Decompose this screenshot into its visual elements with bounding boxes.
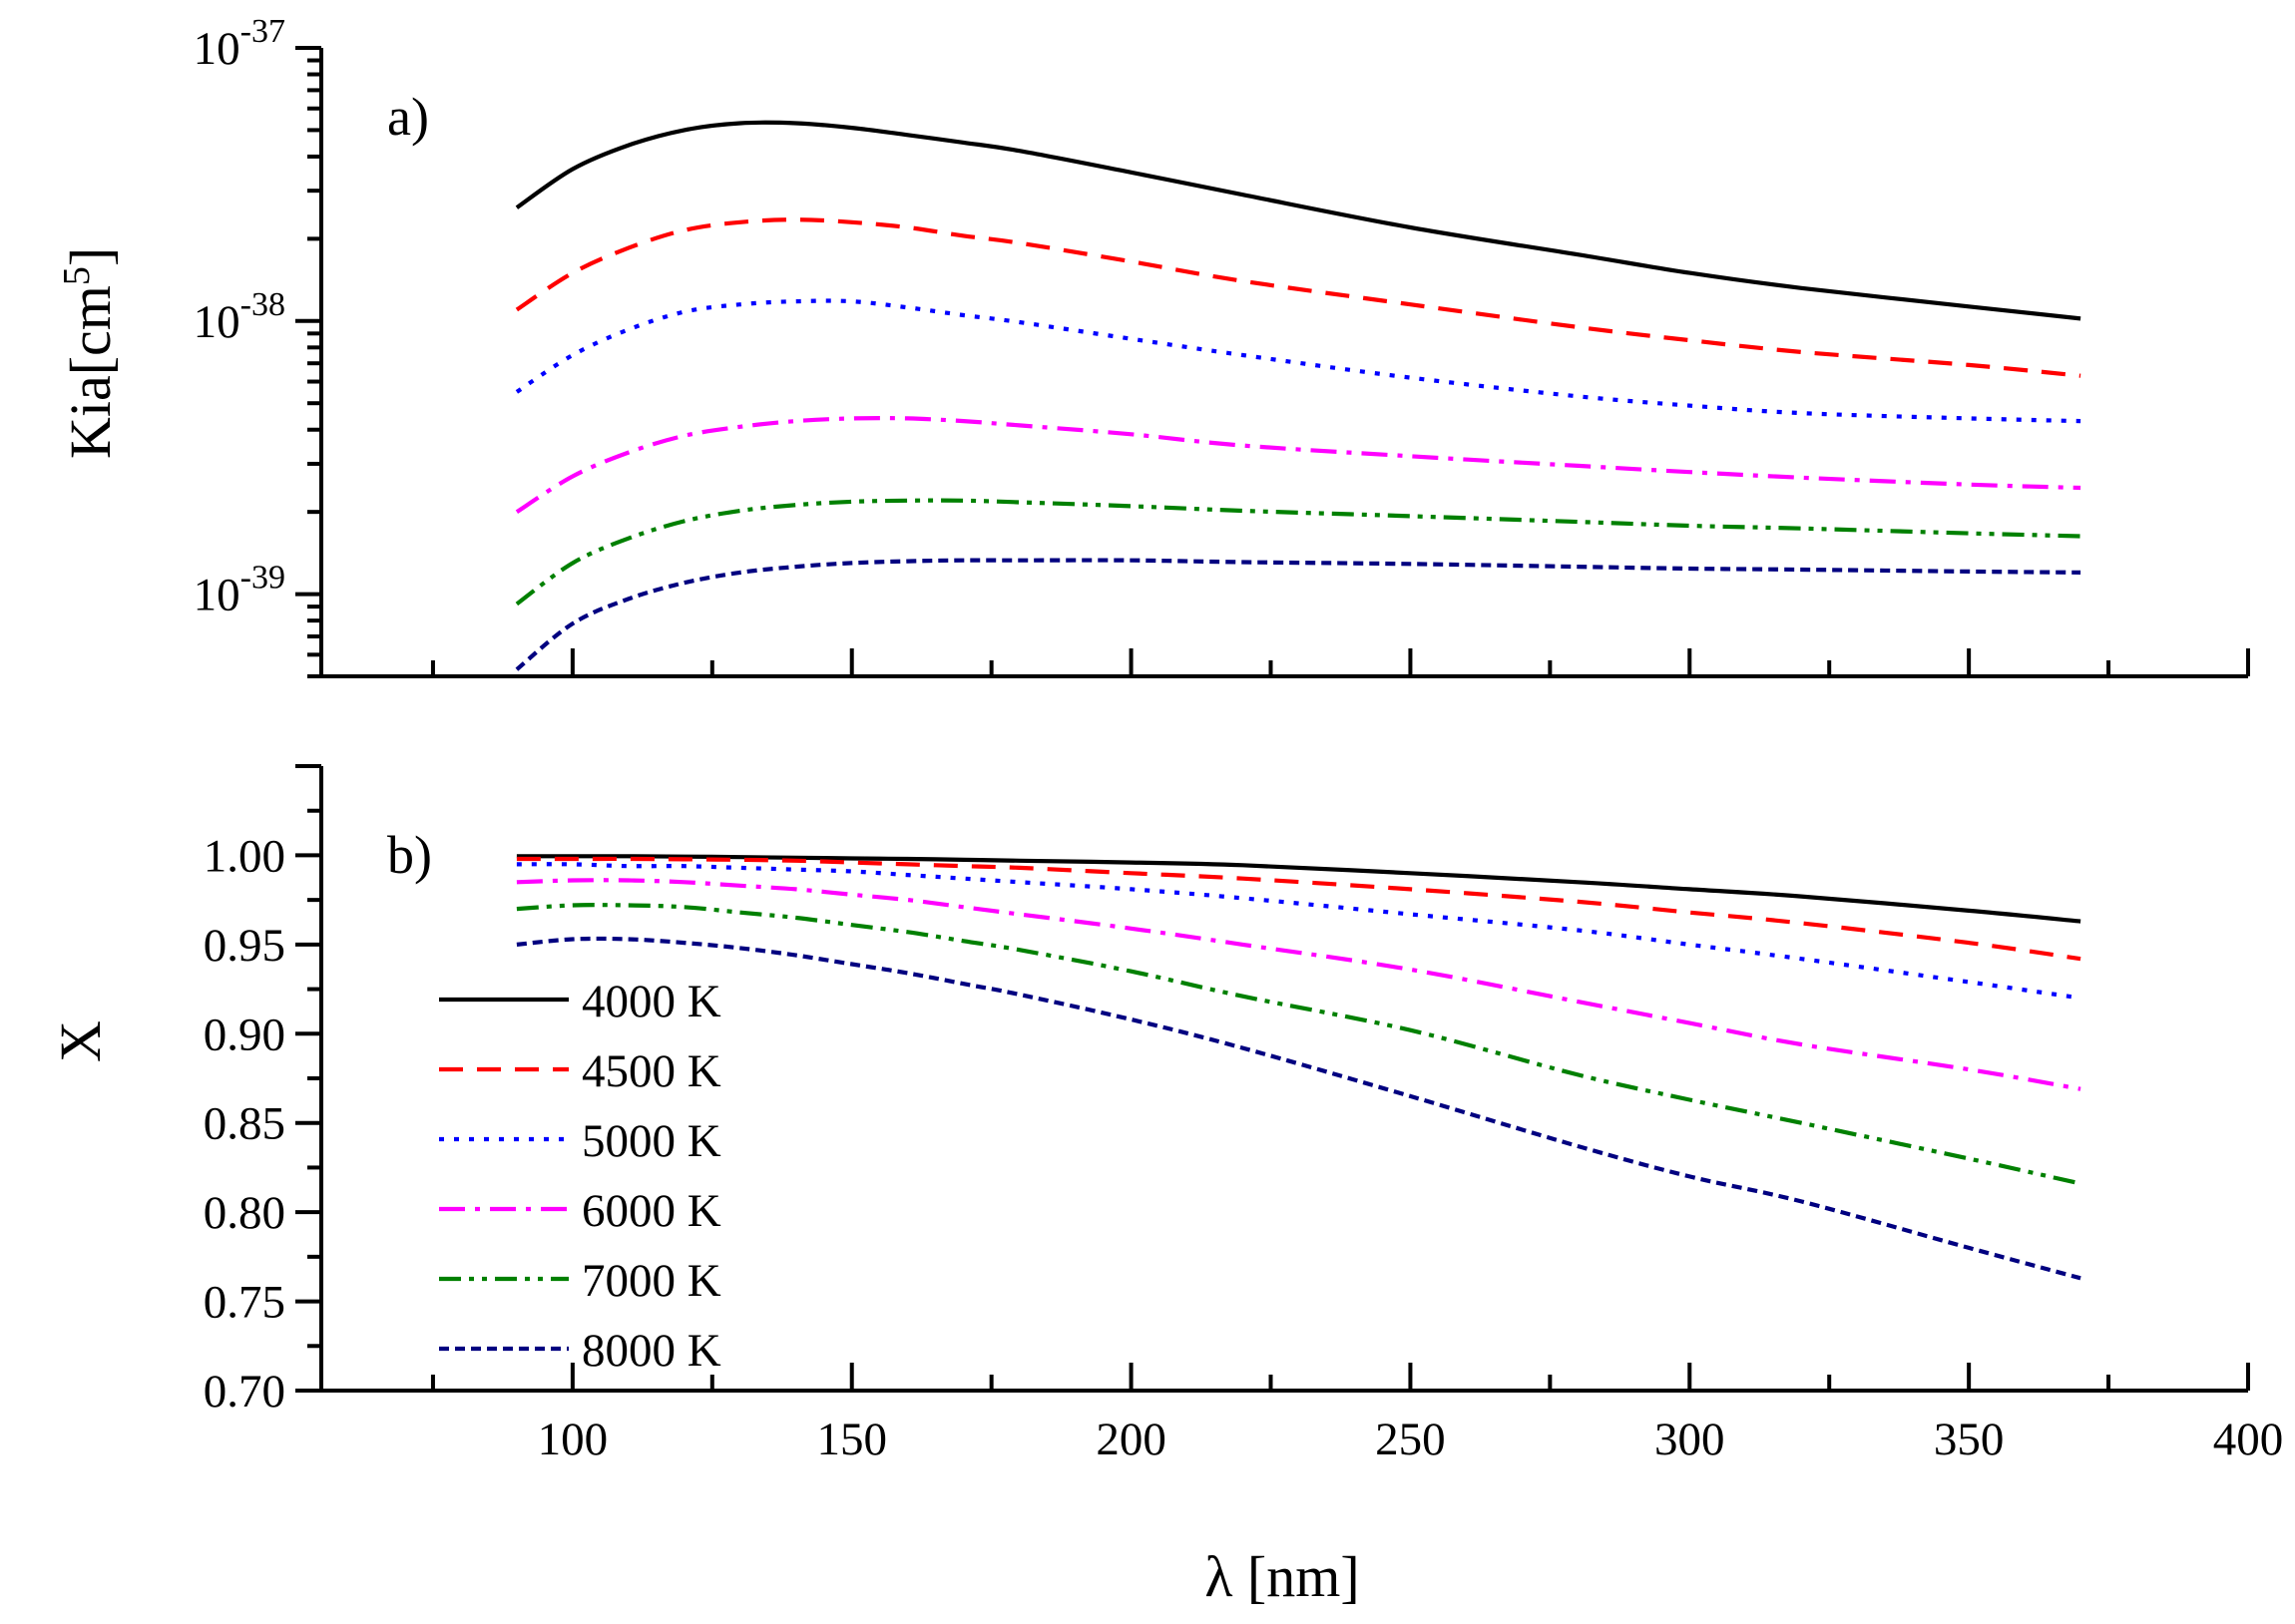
panel-b-series-4000k bbox=[516, 854, 2081, 924]
panel-b-ytick-label-0.75: 0.75 bbox=[204, 1277, 285, 1329]
x-tick-label-200: 200 bbox=[1096, 1414, 1166, 1465]
legend-label-7000k: 7000 K bbox=[582, 1255, 721, 1307]
panel-b-series-group bbox=[516, 854, 2081, 1281]
panel-a-label: a) bbox=[387, 87, 429, 147]
panel-a-axes bbox=[319, 48, 2248, 678]
panel-a: 10-37 10-38 10-39 a) Kia[cm5] bbox=[56, 13, 2250, 678]
panel-a-ytick-label--39: 10-39 bbox=[194, 560, 285, 621]
legend-label-4000k: 4000 K bbox=[582, 976, 721, 1027]
panel-b-label: b) bbox=[387, 825, 432, 885]
panel-a-ytick-label--38: 10-38 bbox=[194, 286, 285, 348]
panel-a-ytick-label--37: 10-37 bbox=[194, 13, 285, 75]
panel-a-series-4500k bbox=[515, 217, 2081, 378]
panel-b-series-7000k bbox=[516, 903, 2081, 1186]
legend: 4000 K 4500 K 5000 K 6000 K 7000 K 8000 K bbox=[439, 976, 721, 1377]
x-tick-label-350: 350 bbox=[1934, 1414, 2005, 1465]
x-tick-label-400: 400 bbox=[2213, 1414, 2284, 1465]
legend-label-6000k: 6000 K bbox=[582, 1185, 721, 1237]
panel-a-ylabel-group: Kia[cm5] bbox=[56, 247, 123, 459]
panel-b-ytick-label-1: 1.00 bbox=[204, 830, 285, 882]
legend-label-5000k: 5000 K bbox=[582, 1115, 721, 1167]
panel-a-series-5000k bbox=[515, 298, 2081, 424]
x-tick-label-100: 100 bbox=[538, 1414, 609, 1465]
x-axis-title: λ [nm] bbox=[1204, 1544, 1359, 1609]
panel-b: 100 150 200 250 300 350 400 0.70 0.75 0.80 0.85 0.9… bbox=[48, 764, 2284, 1609]
panel-a-series-group bbox=[515, 120, 2081, 671]
panel-a-ticks: 10-37 10-38 10-39 bbox=[194, 13, 2250, 678]
panel-b-series-4500k bbox=[516, 856, 2081, 962]
panel-b-ytick-label-0.7: 0.70 bbox=[204, 1366, 285, 1418]
panel-a-series-8000k bbox=[515, 558, 2081, 671]
panel-b-series-6000k bbox=[516, 878, 2081, 1091]
panel-b-ticks: 100 150 200 250 300 350 400 0.70 0.75 0.80 0.85 0.9… bbox=[204, 764, 2284, 1465]
panel-b-ytick-label-0.9: 0.90 bbox=[204, 1009, 285, 1060]
panel-b-ytick-label-0.95: 0.95 bbox=[204, 920, 285, 972]
panel-a-series-4000k bbox=[515, 120, 2081, 321]
x-tick-label-300: 300 bbox=[1654, 1414, 1725, 1465]
panel-b-series-5000k bbox=[516, 862, 2081, 1001]
panel-b-ytick-label-0.8: 0.80 bbox=[204, 1187, 285, 1239]
panel-a-series-7000k bbox=[515, 498, 2081, 607]
panel-b-ytick-label-0.85: 0.85 bbox=[204, 1098, 285, 1150]
panel-a-ylabel: Kia[cm5] bbox=[56, 247, 123, 459]
legend-label-8000k: 8000 K bbox=[582, 1325, 721, 1377]
panel-b-ylabel: X bbox=[48, 1020, 113, 1062]
panel-a-series-6000k bbox=[515, 416, 2081, 514]
legend-label-4500k: 4500 K bbox=[582, 1045, 721, 1097]
x-tick-label-150: 150 bbox=[816, 1414, 887, 1465]
panel-b-series-8000k bbox=[516, 936, 2081, 1281]
x-tick-label-250: 250 bbox=[1375, 1414, 1446, 1465]
